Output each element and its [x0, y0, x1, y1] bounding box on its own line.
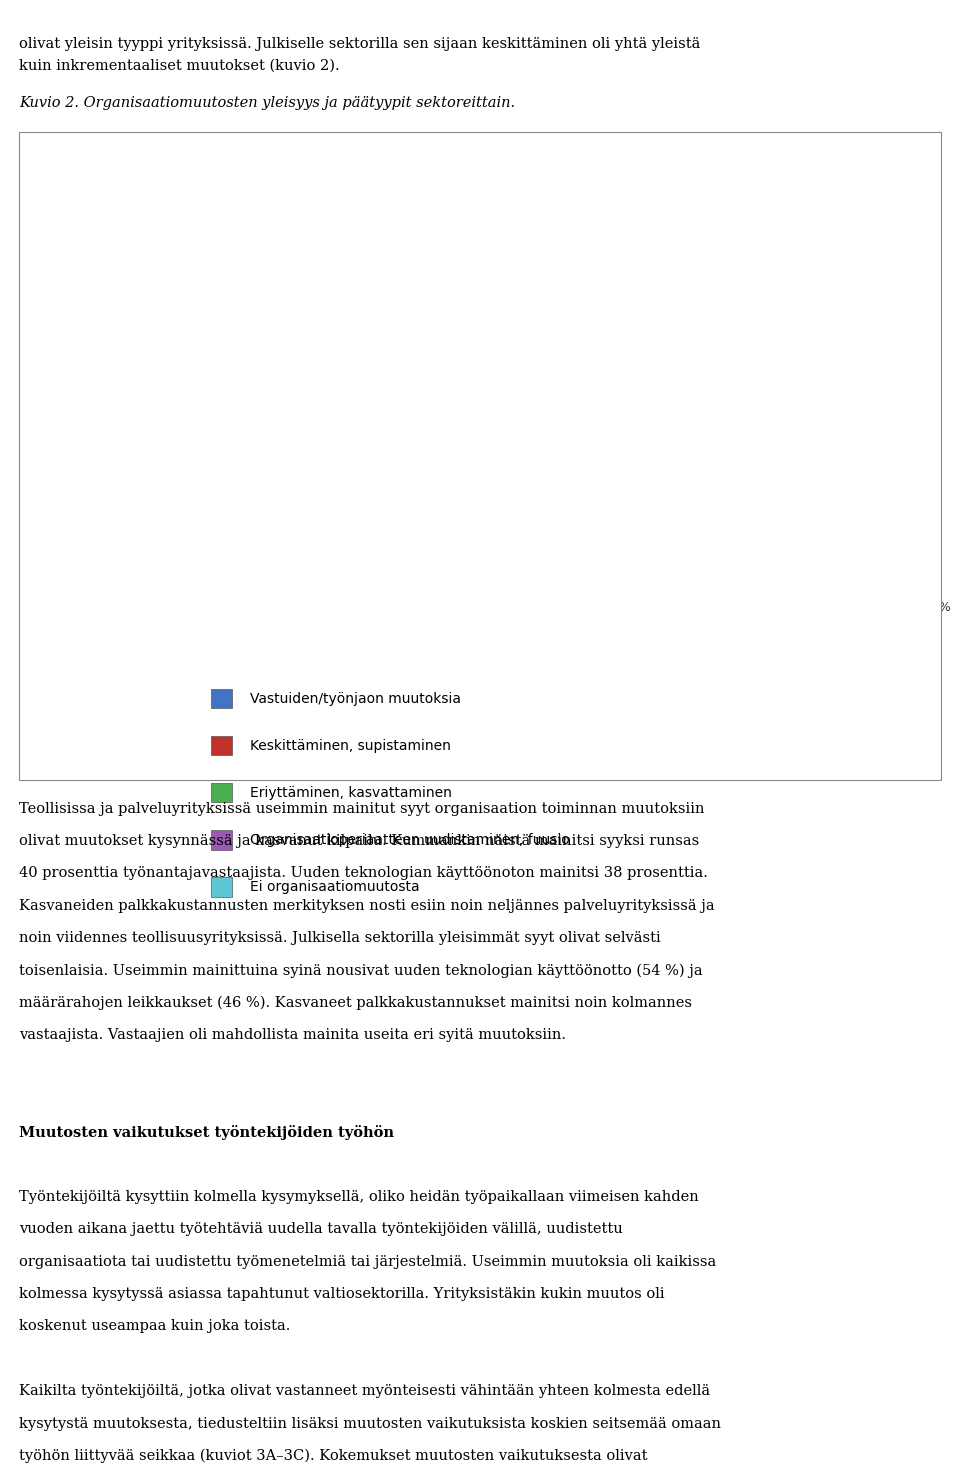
- Text: 22 %: 22 %: [427, 362, 460, 374]
- Bar: [606, 427, 643, 491]
- Bar: [340, 153, 414, 218]
- Text: 10 %: 10 %: [457, 271, 489, 282]
- Bar: [488, 153, 931, 218]
- Text: Kaikilta työntekijöiltä, jotka olivat vastanneet myönteisesti vähintään yhteen k: Kaikilta työntekijöiltä, jotka olivat va…: [19, 1384, 710, 1399]
- Bar: [414, 153, 480, 218]
- Text: 60 %: 60 %: [693, 179, 726, 191]
- Text: Teollisissa ja palveluyrityksissä useimmin mainitut syyt organisaation toiminnan: Teollisissa ja palveluyrityksissä useimm…: [19, 802, 705, 816]
- Text: 7 %: 7 %: [568, 453, 592, 465]
- Bar: [628, 335, 924, 400]
- Text: kuin inkrementaaliset muutokset (kuvio 2).: kuin inkrementaaliset muutokset (kuvio 2…: [19, 59, 340, 74]
- Text: 1%: 1%: [476, 181, 492, 190]
- Bar: [192, 427, 370, 491]
- Bar: [192, 244, 354, 309]
- Text: Kasvaneiden palkkakustannusten merkityksen nosti esiin noin neljännes palveluyri: Kasvaneiden palkkakustannusten merkityks…: [19, 899, 715, 913]
- Text: 11 %: 11 %: [379, 271, 411, 282]
- Bar: [480, 153, 488, 218]
- Text: määrärahojen leikkaukset (46 %). Kasvaneet palkkakustannukset mainitsi noin kolm: määrärahojen leikkaukset (46 %). Kasvane…: [19, 996, 692, 1011]
- Bar: [370, 427, 554, 491]
- Bar: [354, 244, 436, 309]
- Text: Työntekijöiltä kysyttiin kolmella kysymyksellä, oliko heidän työpaikallaan viime: Työntekijöiltä kysyttiin kolmella kysymy…: [19, 1190, 699, 1205]
- Text: Muutosten vaikutukset työntekijöiden työhön: Muutosten vaikutukset työntekijöiden työ…: [19, 1125, 395, 1140]
- Bar: [554, 427, 606, 491]
- Text: toisenlaisia. Useimmin mainittuina syinä nousivat uuden teknologian käyttöönotto: toisenlaisia. Useimmin mainittuina syinä…: [19, 964, 703, 978]
- Text: 4 %: 4 %: [513, 271, 537, 282]
- Text: olivat muutokset kysynnässä ja kasvanut kilpailu. Kummankin näistä mainitsi syyk: olivat muutokset kysynnässä ja kasvanut …: [19, 834, 700, 849]
- Text: 5 %: 5 %: [612, 453, 636, 465]
- Text: Ei organisaatiomuutosta: Ei organisaatiomuutosta: [250, 880, 420, 894]
- Bar: [192, 335, 362, 400]
- Text: 39 %: 39 %: [771, 453, 804, 465]
- Text: kysytystä muutoksesta, tiedusteltiin lisäksi muutosten vaikutuksista koskien sei: kysytystä muutoksesta, tiedusteltiin lis…: [19, 1417, 721, 1431]
- Text: 9 %: 9 %: [435, 179, 459, 191]
- Text: vuoden aikana jaettu työtehtäviä uudella tavalla työntekijöiden välillä, uudiste: vuoden aikana jaettu työtehtäviä uudella…: [19, 1222, 623, 1237]
- Text: Organisaatioperiaatteen uudistaminen, fuusio: Organisaatioperiaatteen uudistaminen, fu…: [250, 833, 569, 847]
- Text: organisaatiota tai uudistettu työmenetelmiä tai järjestelmiä. Useimmin muutoksia: organisaatiota tai uudistettu työmenetel…: [19, 1255, 716, 1269]
- Text: 40 %: 40 %: [760, 362, 792, 374]
- Text: vastaajista. Vastaajien oli mahdollista mainita useita eri syitä muutoksiin.: vastaajista. Vastaajien oli mahdollista …: [19, 1028, 566, 1043]
- Bar: [510, 244, 540, 309]
- Text: 23 %: 23 %: [261, 362, 293, 374]
- Text: koskenut useampaa kuin joka toista.: koskenut useampaa kuin joka toista.: [19, 1319, 291, 1334]
- Bar: [362, 335, 524, 400]
- Bar: [192, 153, 340, 218]
- Text: 10 %: 10 %: [361, 179, 393, 191]
- Bar: [192, 518, 288, 583]
- Text: 20 %: 20 %: [250, 179, 282, 191]
- Bar: [436, 244, 510, 309]
- Text: Eriyttäminen, kasvattaminen: Eriyttäminen, kasvattaminen: [250, 786, 451, 800]
- Bar: [288, 518, 384, 583]
- Text: Vastuiden/työnjaon muutoksia: Vastuiden/työnjaon muutoksia: [250, 691, 461, 706]
- Text: 25 %: 25 %: [445, 453, 478, 465]
- Text: 24 %: 24 %: [265, 453, 297, 465]
- Text: 67 %: 67 %: [675, 544, 708, 556]
- Text: 4 %: 4 %: [601, 362, 625, 374]
- Bar: [436, 518, 444, 583]
- Text: kolmessa kysytyssä asiassa tapahtunut valtiosektorilla. Yrityksistäkin kukin muu: kolmessa kysytyssä asiassa tapahtunut va…: [19, 1287, 665, 1302]
- Bar: [384, 518, 436, 583]
- Text: 13 %: 13 %: [224, 544, 256, 556]
- Text: Keskittäminen, supistaminen: Keskittäminen, supistaminen: [250, 738, 450, 753]
- Text: 53 %: 53 %: [719, 271, 752, 282]
- Bar: [599, 335, 628, 400]
- Text: 7 %: 7 %: [398, 544, 422, 556]
- Text: 10 %: 10 %: [545, 362, 578, 374]
- Bar: [540, 244, 931, 309]
- Bar: [524, 335, 599, 400]
- Text: työhön liittyvää seikkaa (kuviot 3A–3C). Kokemukset muutosten vaikutuksesta oliv: työhön liittyvää seikkaa (kuviot 3A–3C).…: [19, 1449, 648, 1464]
- Text: 1%: 1%: [431, 546, 448, 555]
- Text: 22 %: 22 %: [257, 271, 289, 282]
- Text: 13 %: 13 %: [320, 544, 352, 556]
- Text: olivat yleisin tyyppi yrityksissä. Julkiselle sektorilla sen sijaan keskittämine: olivat yleisin tyyppi yrityksissä. Julki…: [19, 37, 701, 51]
- Bar: [643, 427, 931, 491]
- Bar: [444, 518, 939, 583]
- Text: 40 prosenttia työnantajavastaajista. Uuden teknologian käyttöönoton mainitsi 38 : 40 prosenttia työnantajavastaajista. Uud…: [19, 866, 708, 881]
- Text: Kuvio 2. Organisaatiomuutosten yleisyys ja päätyypit sektoreittain.: Kuvio 2. Organisaatiomuutosten yleisyys …: [19, 96, 516, 110]
- Text: noin viidennes teollisuusyrityksissä. Julkisella sektorilla yleisimmät syyt oliv: noin viidennes teollisuusyrityksissä. Ju…: [19, 931, 660, 946]
